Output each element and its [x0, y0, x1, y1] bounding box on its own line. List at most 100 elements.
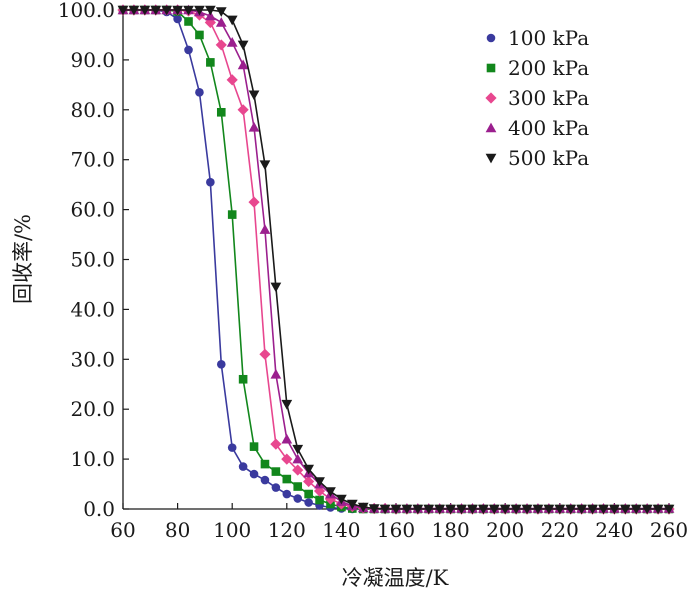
- data-point: [477, 504, 489, 515]
- data-point: [226, 15, 238, 26]
- series-1: [118, 5, 674, 514]
- data-point: [587, 504, 598, 515]
- y-tick-label: 30.0: [70, 347, 115, 371]
- data-point: [292, 464, 304, 476]
- data-point: [161, 5, 173, 16]
- series-0: [118, 5, 674, 514]
- data-point: [215, 7, 227, 17]
- data-point: [172, 5, 183, 16]
- data-point: [368, 504, 380, 514]
- data-point: [282, 489, 292, 499]
- series-line: [123, 9, 669, 510]
- data-point: [238, 462, 248, 471]
- data-point: [292, 453, 304, 464]
- data-point: [259, 348, 271, 360]
- data-point: [195, 30, 204, 40]
- data-point: [184, 17, 193, 26]
- data-point: [259, 160, 271, 171]
- data-point: [303, 464, 315, 475]
- data-point: [270, 438, 282, 450]
- data-point: [390, 504, 402, 515]
- data-point: [237, 104, 249, 116]
- data-point: [227, 443, 237, 452]
- data-point: [293, 482, 303, 491]
- data-point: [303, 475, 315, 488]
- x-tick-label: 100: [213, 518, 251, 542]
- data-point: [281, 453, 293, 465]
- data-point: [259, 224, 271, 234]
- data-point: [293, 494, 303, 503]
- x-tick-label: 80: [165, 518, 190, 542]
- data-point: [248, 121, 260, 132]
- data-point: [325, 487, 336, 497]
- y-axis-title: 回收率/%: [11, 214, 35, 304]
- data-point: [194, 5, 205, 16]
- data-point: [271, 483, 281, 492]
- data-point: [543, 504, 555, 515]
- data-point: [216, 359, 226, 369]
- x-tick-label: 160: [377, 518, 415, 542]
- data-point: [206, 58, 215, 67]
- legend-label: 300 kPa: [508, 86, 589, 110]
- data-point: [226, 37, 238, 47]
- data-point: [216, 107, 226, 117]
- data-point: [282, 474, 292, 484]
- data-point: [304, 489, 313, 499]
- x-tick-label: 120: [268, 518, 306, 542]
- series-line: [123, 9, 669, 510]
- series-3: [117, 4, 675, 513]
- data-point: [173, 14, 182, 24]
- data-point: [270, 368, 282, 379]
- data-point: [281, 399, 293, 410]
- data-point: [215, 17, 227, 27]
- data-point: [292, 444, 304, 455]
- y-tick-label: 0.0: [83, 497, 115, 521]
- data-point: [576, 504, 588, 515]
- legend-marker: [485, 122, 497, 133]
- data-point: [260, 459, 270, 469]
- data-point: [324, 493, 337, 505]
- x-axis-title: 冷凝温度/K: [342, 566, 449, 590]
- series-line: [123, 9, 669, 510]
- x-tick-label: 200: [486, 518, 524, 542]
- data-point: [652, 504, 664, 515]
- data-point: [237, 40, 249, 51]
- series-layer: [117, 4, 675, 515]
- data-point: [423, 504, 435, 515]
- y-tick-label: 40.0: [70, 297, 115, 321]
- y-tick-label: 80.0: [70, 98, 115, 122]
- series-line: [123, 9, 669, 510]
- data-point: [467, 504, 478, 515]
- data-point: [249, 469, 259, 479]
- data-point: [248, 196, 260, 208]
- data-point: [357, 502, 369, 513]
- data-point: [598, 504, 609, 515]
- data-point: [248, 90, 260, 101]
- data-point: [128, 5, 140, 16]
- y-tick-label: 100.0: [58, 0, 115, 22]
- series-line: [123, 9, 669, 510]
- data-point: [270, 282, 282, 293]
- data-point: [401, 504, 413, 515]
- data-point: [521, 504, 533, 515]
- data-point: [204, 10, 216, 21]
- legend-label: 500 kPa: [508, 146, 589, 170]
- legend-label: 100 kPa: [508, 26, 589, 50]
- y-tick-label: 20.0: [70, 397, 115, 421]
- x-tick-label: 140: [322, 518, 360, 542]
- y-tick-label: 10.0: [70, 447, 115, 471]
- data-point: [215, 39, 227, 51]
- data-point: [139, 5, 151, 16]
- data-point: [249, 442, 259, 451]
- axes: 60 80 100 120 140 160 180 200 220 240 260 0.0 10.0 20…: [58, 0, 688, 542]
- x-tick-label: 240: [595, 518, 633, 542]
- data-point: [304, 498, 313, 507]
- legend-marker: [486, 63, 496, 73]
- data-point: [488, 504, 500, 515]
- x-tick-label: 180: [432, 518, 470, 542]
- data-point: [336, 494, 347, 505]
- data-point: [434, 504, 446, 515]
- data-point: [227, 210, 237, 219]
- x-tick-label: 220: [541, 518, 579, 542]
